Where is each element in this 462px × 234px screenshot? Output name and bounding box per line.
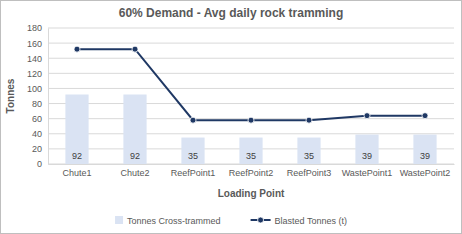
grid-line	[48, 58, 454, 59]
legend-label: Tonnes Cross-trammed	[127, 216, 221, 226]
bar	[181, 138, 204, 164]
x-tick: Chute2	[120, 164, 149, 178]
marker	[422, 113, 428, 119]
y-tick: 160	[27, 38, 48, 48]
data-label: 39	[362, 151, 372, 161]
bar	[297, 138, 320, 164]
y-tick-label: 180	[27, 23, 42, 33]
bar	[65, 94, 88, 164]
bar-series	[65, 94, 436, 164]
legend-item: Tonnes Cross-trammed	[115, 216, 221, 226]
line	[77, 49, 425, 120]
marker	[364, 113, 370, 119]
x-tick: WastePoint2	[400, 164, 451, 178]
x-axis-title: Loading Point	[218, 188, 285, 199]
y-tick-label: 140	[27, 54, 42, 64]
x-tick-label: Chute1	[62, 168, 91, 178]
x-axis: Chute1 Chute2 ReefPoint1 ReefPoint2 ReefPoin…	[49, 164, 455, 178]
marker	[190, 117, 196, 123]
grid-line	[48, 43, 454, 44]
grid	[48, 28, 454, 164]
legend-item: Blasted Tonnes (t)	[251, 216, 347, 226]
x-tick: ReefPoint3	[287, 164, 332, 178]
x-tick-label: Chute2	[120, 168, 149, 178]
x-axis-line	[49, 164, 455, 165]
marker	[306, 117, 312, 123]
y-axis-title: Tonnes	[5, 78, 16, 113]
y-tick-label: 160	[27, 38, 42, 48]
title: 60% Demand - Avg daily rock tramming	[119, 6, 344, 20]
x-tick: ReefPoint1	[171, 164, 216, 178]
y-tick: 120	[27, 69, 48, 79]
bar	[239, 138, 262, 164]
chart: 0 20 40 60 80 100 120 140 160 180 Chute1 Chute2 Reef…	[0, 0, 462, 234]
legend-marker	[258, 217, 264, 223]
y-tick-label: 80	[32, 99, 42, 109]
marker	[248, 117, 254, 123]
y-axis-line	[48, 29, 49, 165]
data-labels: 92 92 35 35 35 39 39	[72, 151, 430, 161]
data-label: 92	[130, 151, 140, 161]
y-tick: 140	[27, 54, 48, 64]
x-tick-label: WastePoint2	[400, 168, 451, 178]
legend: Tonnes Cross-trammed Blasted Tonnes (t)	[115, 216, 347, 226]
x-tick-label: ReefPoint1	[171, 168, 216, 178]
data-label: 92	[72, 151, 82, 161]
marker	[132, 46, 138, 52]
data-label: 39	[420, 151, 430, 161]
data-label: 35	[188, 151, 198, 161]
x-tick: Chute1	[62, 164, 91, 178]
line-series	[74, 46, 428, 123]
marker	[74, 46, 80, 52]
y-tick-label: 120	[27, 69, 42, 79]
y-tick: 0	[37, 159, 48, 169]
grid-line	[48, 133, 454, 134]
legend-label: Blasted Tonnes (t)	[275, 216, 347, 226]
y-tick: 180	[27, 23, 48, 33]
y-tick: 20	[32, 144, 48, 154]
y-tick: 40	[32, 129, 48, 139]
y-tick-label: 40	[32, 129, 42, 139]
y-tick: 100	[27, 84, 48, 94]
y-tick-label: 0	[37, 159, 42, 169]
bar	[355, 135, 378, 164]
grid-line	[48, 73, 454, 74]
data-label: 35	[304, 151, 314, 161]
x-tick-label: ReefPoint2	[229, 168, 274, 178]
bar	[413, 135, 436, 164]
y-tick: 60	[32, 114, 48, 124]
x-tick-label: WastePoint1	[342, 168, 393, 178]
grid-line	[48, 103, 454, 104]
data-label: 35	[246, 151, 256, 161]
y-axis: 0 20 40 60 80 100 120 140 160 180	[27, 23, 49, 169]
x-tick: WastePoint1	[342, 164, 393, 178]
bar	[123, 94, 146, 164]
y-tick-label: 100	[27, 84, 42, 94]
plot: 0 20 40 60 80 100 120 140 160 180 Chute1 Chute2 Reef…	[27, 23, 455, 178]
marks	[65, 46, 436, 164]
y-tick: 80	[32, 99, 48, 109]
grid-line	[48, 88, 454, 89]
y-tick-label: 60	[32, 114, 42, 124]
x-tick-label: ReefPoint3	[287, 168, 332, 178]
grid-line	[48, 28, 454, 29]
chart-frame	[1, 1, 462, 234]
x-tick: ReefPoint2	[229, 164, 274, 178]
y-tick-label: 20	[32, 144, 42, 154]
legend-swatch	[115, 216, 123, 224]
